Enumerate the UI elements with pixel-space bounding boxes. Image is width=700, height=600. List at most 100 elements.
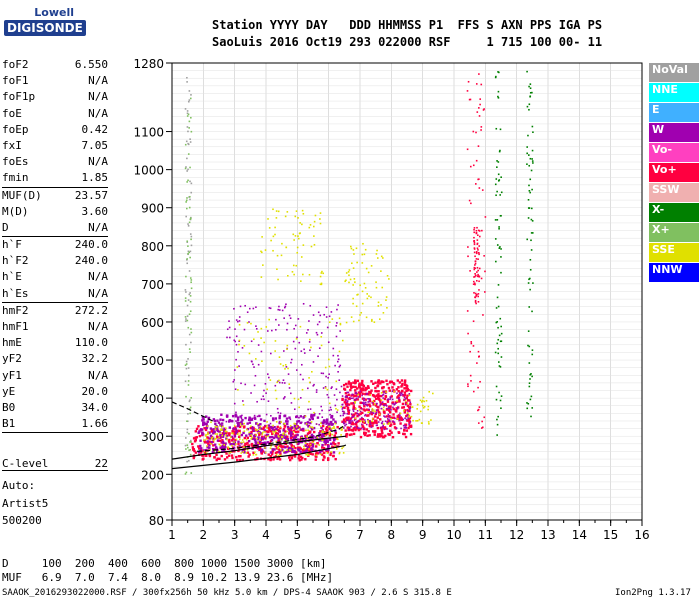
echo-point	[496, 423, 499, 426]
echo-point	[258, 440, 262, 444]
echo-point	[283, 350, 285, 352]
echo-point	[473, 268, 476, 271]
echo-point	[250, 430, 253, 434]
echo-point	[477, 229, 480, 232]
echo-point	[325, 306, 328, 308]
echo-point	[404, 423, 407, 426]
echo-point	[234, 426, 237, 429]
echo-point	[281, 309, 284, 312]
echo-point	[385, 415, 388, 418]
echo-point	[243, 328, 246, 331]
echo-point	[329, 451, 333, 455]
echo-point	[254, 374, 257, 377]
echo-point	[242, 426, 246, 429]
echo-point	[496, 296, 499, 299]
echo-point	[409, 432, 413, 436]
echo-point	[421, 401, 423, 403]
echo-point	[267, 435, 270, 437]
echo-point	[332, 427, 334, 429]
echo-point	[212, 428, 215, 431]
echo-point	[335, 448, 338, 450]
echo-point	[390, 409, 392, 411]
echo-point	[252, 454, 255, 456]
echo-point	[377, 379, 380, 382]
echo-point	[260, 276, 263, 278]
echo-point	[190, 116, 192, 119]
x-tick-label: 10	[446, 528, 461, 542]
echo-point	[253, 438, 257, 441]
echo-point	[392, 407, 395, 411]
echo-point	[278, 305, 280, 308]
echo-region	[354, 390, 434, 425]
echo-point	[528, 190, 531, 192]
echo-point	[287, 448, 290, 451]
echo-point	[206, 420, 209, 423]
echo-point	[259, 427, 263, 430]
echo-point	[472, 283, 475, 285]
trace-line	[171, 444, 347, 470]
echo-point	[309, 408, 312, 410]
echo-point	[531, 407, 534, 409]
echo-point	[352, 302, 354, 305]
echo-point	[189, 233, 192, 235]
echo-point	[349, 383, 353, 386]
echo-point	[473, 231, 476, 234]
echo-point	[233, 424, 236, 427]
echo-point	[369, 394, 371, 396]
echo-point	[478, 73, 480, 75]
echo-point	[290, 402, 293, 404]
echo-point	[324, 433, 328, 436]
echo-point	[359, 420, 362, 423]
echo-point	[349, 245, 352, 248]
echo-point	[188, 333, 191, 336]
echo-point	[371, 410, 374, 412]
echo-point	[337, 442, 340, 445]
echo-point	[399, 416, 403, 420]
echo-point	[386, 418, 389, 420]
echo-point	[531, 353, 534, 356]
echo-point	[358, 409, 361, 411]
echo-point	[204, 435, 207, 437]
echo-point	[246, 322, 249, 324]
echo-point	[531, 188, 533, 191]
echo-point	[364, 419, 366, 421]
echo-point	[474, 299, 477, 302]
echo-point	[332, 451, 336, 454]
echo-point	[526, 70, 528, 73]
echo-point	[319, 283, 322, 286]
echo-point	[271, 417, 275, 420]
echo-point	[378, 413, 381, 416]
x-tick-label: 2	[200, 528, 208, 542]
echo-point	[228, 419, 232, 422]
param-value: 23.57	[74, 188, 108, 202]
echo-point	[528, 207, 531, 209]
echo-point	[472, 130, 475, 133]
echo-point	[189, 453, 192, 456]
echo-point	[296, 426, 299, 429]
echo-point	[383, 428, 385, 431]
echo-point	[307, 329, 309, 331]
echo-point	[197, 450, 201, 454]
param-name: h`F	[2, 238, 22, 252]
echo-point	[348, 269, 351, 271]
echo-point	[315, 331, 318, 334]
echo-point	[400, 394, 402, 396]
echo-point	[278, 421, 281, 425]
echo-point	[286, 348, 288, 350]
echo-point	[409, 408, 411, 410]
echo-point	[362, 408, 365, 411]
echo-point	[306, 446, 309, 449]
echo-point	[392, 420, 394, 423]
echo-point	[353, 394, 356, 398]
echo-point	[345, 401, 348, 404]
echo-point	[346, 402, 349, 405]
echo-point	[415, 420, 417, 422]
echo-point	[260, 450, 263, 453]
echo-point	[279, 438, 282, 441]
echo-point	[292, 431, 295, 433]
echo-point	[202, 418, 205, 421]
echo-point	[275, 432, 278, 435]
echo-point	[352, 320, 355, 323]
echo-point	[467, 246, 469, 248]
echo-point	[475, 131, 477, 134]
